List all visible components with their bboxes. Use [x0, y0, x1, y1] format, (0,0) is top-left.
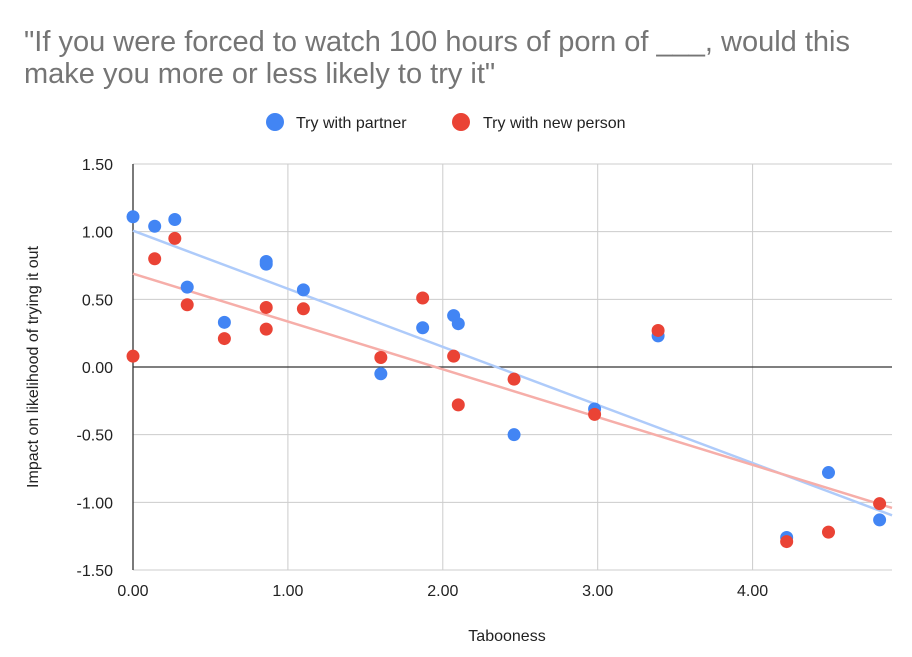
x-axis-label: Tabooness	[468, 628, 545, 645]
chart-title: "If you were forced to watch 100 hours o…	[24, 26, 850, 90]
new-person-point	[126, 349, 140, 363]
y-tick-label: 1.50	[82, 157, 113, 174]
x-tick-label: 4.00	[737, 583, 768, 600]
y-axis-label: Impact on likelihood of trying it out	[25, 245, 42, 487]
y-tick-label: 0.50	[82, 292, 113, 309]
partner-point	[873, 513, 887, 527]
x-tick-label: 1.00	[272, 583, 303, 600]
legend-new-person-marker	[452, 113, 470, 131]
legend-partner-marker	[266, 113, 284, 131]
y-tick-label: 0.00	[82, 360, 113, 377]
legend-partner-label: Try with partner	[296, 115, 407, 132]
new-person-point	[259, 322, 273, 336]
new-person-point	[180, 298, 194, 312]
y-tick-label: 1.00	[82, 225, 113, 242]
new-person-point	[780, 535, 794, 549]
partner-point	[259, 257, 273, 271]
new-person-point	[588, 407, 602, 421]
partner-point	[507, 428, 521, 442]
partner-point	[821, 466, 835, 480]
partner-point	[296, 283, 310, 297]
new-person-point	[447, 349, 461, 363]
partner-point	[374, 367, 388, 381]
trendline-new-person	[132, 272, 893, 510]
partner-point	[416, 321, 430, 335]
legend-new-person-label: Try with new person	[483, 115, 626, 132]
partner-point	[168, 212, 182, 226]
new-person-point	[148, 252, 162, 266]
new-person-point	[296, 302, 310, 316]
data-points	[126, 210, 887, 549]
partner-point	[148, 219, 162, 233]
new-person-point	[217, 332, 231, 346]
partner-point	[217, 315, 231, 329]
y-tick-label: -1.50	[77, 563, 114, 580]
new-person-point	[651, 323, 665, 337]
new-person-point	[374, 351, 388, 365]
new-person-point	[873, 497, 887, 511]
partner-point	[451, 317, 465, 331]
new-person-point	[416, 291, 430, 305]
new-person-point	[259, 300, 273, 314]
x-tick-label: 2.00	[427, 583, 458, 600]
legend: Try with partner Try with new person	[266, 113, 626, 132]
partner-point	[180, 280, 194, 294]
new-person-point	[821, 525, 835, 539]
y-tick-label: -1.00	[77, 495, 114, 512]
x-tick-label: 3.00	[582, 583, 613, 600]
y-tick-label: -0.50	[77, 428, 114, 445]
axes	[132, 164, 892, 570]
new-person-point	[451, 398, 465, 412]
partner-point	[126, 210, 140, 224]
new-person-point	[168, 231, 182, 245]
x-tick-label: 0.00	[117, 583, 148, 600]
new-person-point	[507, 372, 521, 386]
tick-labels: 1.501.000.500.00-0.50-1.00-1.500.00 1.00 2…	[77, 157, 769, 600]
